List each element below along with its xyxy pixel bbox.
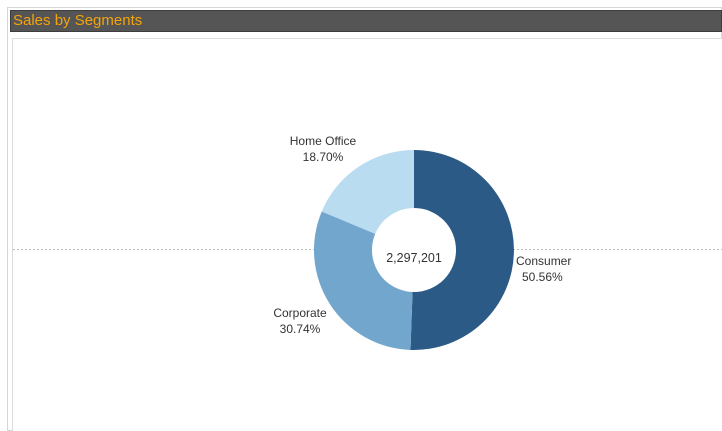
slice-value-consumer: 50.56% [522,270,563,284]
donut-hole [372,208,456,292]
slice-labels: Consumer 50.56% Corporate 30.74% Home Office… [273,134,571,336]
slice-value-home-office: 18.70% [303,150,344,164]
slice-label-home-office: Home Office [290,134,357,148]
center-total-label: 2,297,201 [386,251,442,265]
slice-label-corporate: Corporate [273,306,327,320]
slice-consumer[interactable] [410,150,514,350]
slice-value-corporate: 30.74% [280,322,321,336]
slice-label-consumer: Consumer [516,254,571,268]
chart-title: Sales by Segments [13,12,143,29]
title-bar: Sales by Segments [10,10,722,32]
